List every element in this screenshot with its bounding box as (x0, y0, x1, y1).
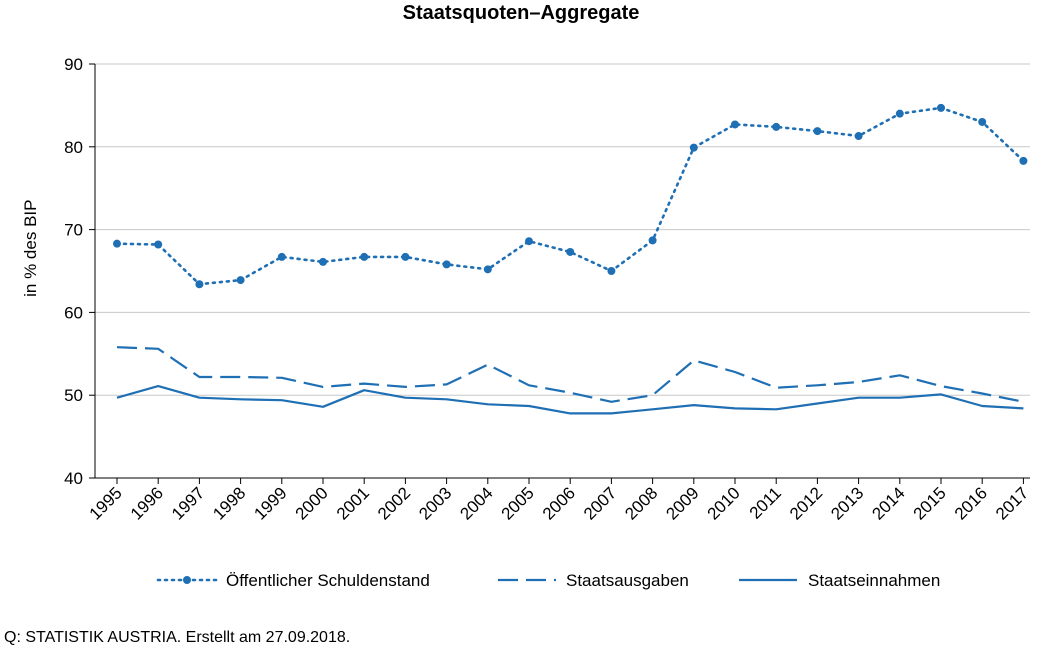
x-tick-label: 2013 (827, 483, 867, 523)
chart-title: Staatsquoten–Aggregate (402, 2, 640, 24)
x-tick-label: 1995 (86, 483, 126, 523)
y-tick-label: 70 (64, 221, 83, 240)
data-point (731, 120, 739, 129)
x-tick-label: 2006 (539, 483, 579, 523)
y-tick-label: 60 (64, 303, 83, 322)
data-point (813, 127, 822, 136)
series-line-1 (116, 346, 1024, 403)
series-lines (113, 103, 1028, 415)
x-tick-label: 1999 (250, 483, 290, 523)
data-point (689, 143, 698, 152)
y-axis-label: in % des BIP (21, 200, 40, 297)
source-note: Q: STATISTIK AUSTRIA. Erstellt am 27.09.… (4, 629, 351, 646)
data-point (442, 260, 451, 269)
grid-lines (95, 63, 1030, 396)
data-point (854, 132, 863, 141)
data-point (566, 247, 575, 256)
x-tick-label: 2004 (456, 483, 496, 523)
data-point (895, 109, 904, 118)
data-point (319, 257, 327, 266)
x-tick-label: 2007 (580, 483, 620, 523)
x-tick-label: 1998 (209, 483, 249, 523)
legend-label: Öffentlicher Schuldenstand (226, 571, 430, 590)
y-tick-label: 50 (64, 386, 83, 405)
x-tick-label: 2009 (662, 483, 702, 523)
data-point (154, 240, 163, 249)
x-tick-label: 2010 (704, 483, 744, 523)
data-point (937, 103, 945, 112)
legend: Öffentlicher Schuldenstand Staatsausgaben… (156, 571, 940, 590)
data-point (236, 276, 245, 285)
x-tick-label: 2014 (868, 483, 908, 523)
series-line-0 (115, 106, 1025, 286)
data-point (607, 267, 616, 275)
data-point (648, 236, 657, 245)
data-point (277, 252, 286, 261)
data-point (525, 237, 533, 246)
data-point (483, 265, 492, 274)
legend-label: Staatseinnahmen (808, 571, 940, 590)
x-tick-label: 2005 (498, 483, 538, 523)
y-tick-label: 40 (64, 469, 83, 488)
x-tick-label: 2003 (415, 483, 455, 523)
x-tick-label: 1996 (127, 483, 167, 523)
legend-label: Staatsausgaben (566, 571, 689, 590)
x-tick-label: 2015 (910, 483, 950, 523)
x-tick-label: 2002 (374, 483, 414, 523)
data-point (113, 239, 121, 248)
data-point (360, 252, 369, 261)
y-tick-label: 80 (64, 138, 83, 157)
x-tick-label: 1997 (168, 483, 208, 523)
x-tick-label: 2008 (621, 483, 661, 523)
x-tick-label: 2011 (746, 483, 785, 522)
y-tick-label: 90 (64, 55, 83, 74)
legend-marker (183, 576, 191, 584)
x-tick-label: 2016 (951, 483, 991, 523)
data-point (978, 117, 987, 126)
series-line-2 (116, 385, 1024, 415)
x-tick-label: 2001 (333, 483, 373, 523)
data-point (772, 122, 781, 131)
x-tick-label: 2000 (292, 483, 332, 523)
x-tick-label: 2012 (786, 483, 826, 523)
data-point (1019, 156, 1028, 165)
data-point (401, 252, 410, 261)
data-point (195, 280, 204, 289)
x-tick-label: 2017 (992, 483, 1032, 523)
